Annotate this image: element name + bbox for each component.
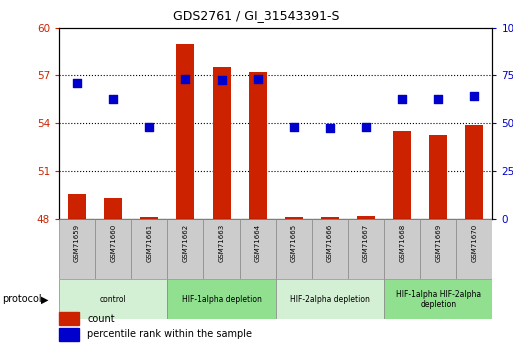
Bar [249,72,267,219]
Text: GSM71666: GSM71666 [327,224,333,262]
Text: GDS2761 / GI_31543391-S: GDS2761 / GI_31543391-S [173,9,340,22]
Text: HIF-1alpha depletion: HIF-1alpha depletion [182,295,262,304]
Bar [275,279,384,319]
Text: percentile rank within the sample: percentile rank within the sample [87,329,252,339]
Text: control: control [100,295,127,304]
Bar [59,312,78,325]
Bar [384,279,492,319]
Bar [59,219,95,279]
Bar [167,219,204,279]
Text: HIF-2alpha depletion: HIF-2alpha depletion [290,295,370,304]
Point [434,97,442,102]
Point [181,76,189,81]
Text: GSM71661: GSM71661 [146,224,152,262]
Text: GSM71663: GSM71663 [219,224,225,262]
Bar [465,125,483,219]
Bar [312,219,348,279]
Bar [68,194,86,219]
Text: GSM71659: GSM71659 [74,224,80,262]
Point [145,124,153,129]
Bar [59,279,167,319]
Text: GSM71662: GSM71662 [183,224,188,262]
Bar [321,217,339,219]
Bar [420,219,457,279]
Point [290,124,298,129]
Bar [384,219,420,279]
Point [326,125,334,131]
Text: protocol: protocol [3,294,42,304]
Bar [275,219,312,279]
Point [253,76,262,81]
Bar [95,219,131,279]
Text: GSM71660: GSM71660 [110,224,116,262]
Text: GSM71668: GSM71668 [399,224,405,262]
Bar [457,219,492,279]
Bar [357,216,375,219]
Bar [204,219,240,279]
Bar [393,131,411,219]
Bar [429,135,447,219]
Point [398,97,406,102]
Point [73,81,81,86]
Text: HIF-1alpha HIF-2alpha
depletion: HIF-1alpha HIF-2alpha depletion [396,289,481,309]
Bar [167,279,275,319]
Text: GSM71670: GSM71670 [471,224,478,262]
Bar [285,217,303,219]
Text: count: count [87,314,115,324]
Bar [176,43,194,219]
Bar [212,68,230,219]
Bar [348,219,384,279]
Text: GSM71667: GSM71667 [363,224,369,262]
Bar [104,198,122,219]
Point [362,124,370,129]
Point [470,93,479,99]
Point [109,97,117,102]
Text: GSM71669: GSM71669 [436,224,441,262]
Text: GSM71664: GSM71664 [254,224,261,262]
Bar [131,219,167,279]
Point [218,78,226,83]
Text: GSM71665: GSM71665 [291,224,297,262]
Text: ▶: ▶ [42,294,49,304]
Bar [240,219,275,279]
Bar [59,328,78,341]
Bar [140,217,159,219]
